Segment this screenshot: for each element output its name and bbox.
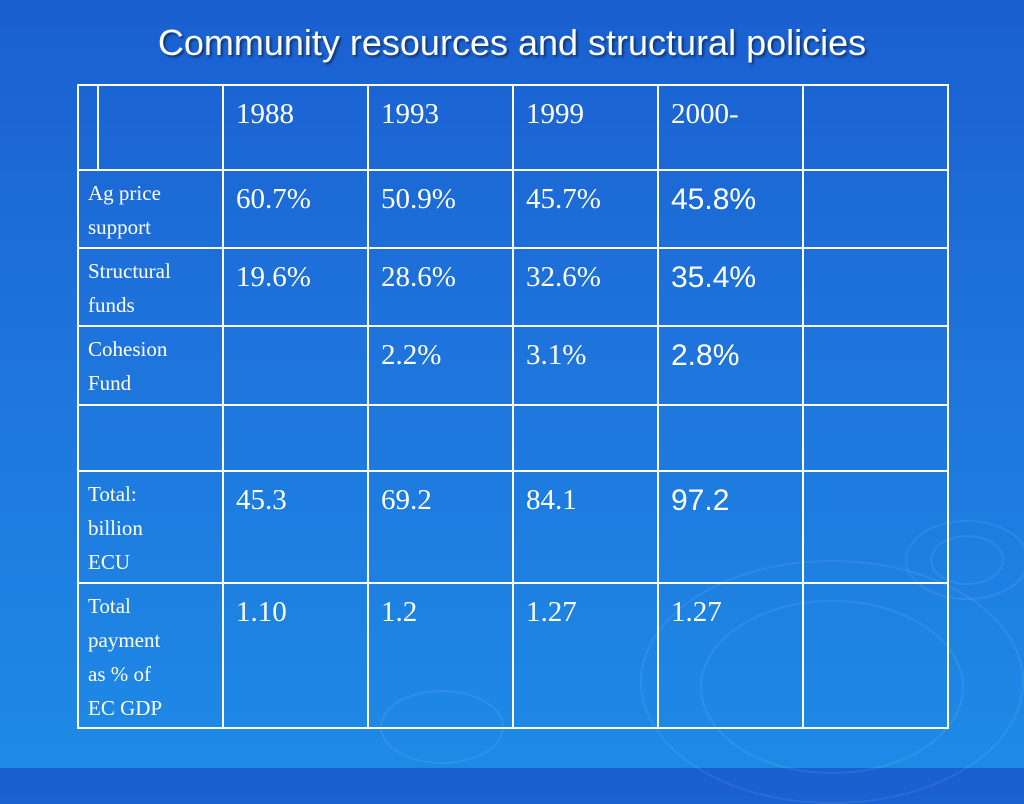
row-label-line: funds (88, 293, 135, 317)
table-cell: 1.10 (222, 582, 369, 729)
year-header: 1993 (367, 84, 514, 171)
row-label-line: Cohesion (88, 337, 168, 361)
year-header: 2000- (657, 84, 804, 171)
row-label-line: payment (88, 628, 161, 652)
row-label: Total: billion ECU (77, 470, 224, 584)
row-label-line: support (88, 215, 151, 239)
table-cell: 35.4% (657, 247, 804, 327)
table-cell (802, 325, 949, 406)
table-cell: 28.6% (367, 247, 514, 327)
year-header: 1999 (512, 84, 659, 171)
table-cell: 45.8% (657, 169, 804, 249)
row-label-line: Structural (88, 259, 171, 283)
row-label-line: ECU (88, 550, 130, 574)
row-label-line: Total (88, 594, 131, 618)
row-label-line: EC GDP (88, 696, 163, 720)
table-cell (802, 169, 949, 249)
table-cell: 32.6% (512, 247, 659, 327)
row-label (77, 404, 224, 472)
table-row-empty (77, 404, 949, 472)
table-cell: 69.2 (367, 470, 514, 584)
row-label: Ag price support (77, 169, 224, 249)
table-cell (802, 404, 949, 472)
table-cell: 97.2 (657, 470, 804, 584)
table-cell: 1.2 (367, 582, 514, 729)
data-table: 1988 1993 1999 2000- Ag price support 60… (77, 84, 949, 729)
table-cell: 1.27 (512, 582, 659, 729)
table-row-total-billion-ecu: Total: billion ECU 45.3 69.2 84.1 97.2 (77, 470, 949, 584)
row-label-line: Fund (88, 371, 132, 395)
table-cell: 2.8% (657, 325, 804, 406)
table-cell: 45.7% (512, 169, 659, 249)
corner-divider (97, 86, 99, 169)
table-cell: 1.27 (657, 582, 804, 729)
table-row-ag-price-support: Ag price support 60.7% 50.9% 45.7% 45.8% (77, 169, 949, 249)
table-row-cohesion-fund: Cohesion Fund 2.2% 3.1% 2.8% (77, 325, 949, 406)
year-header: 1988 (222, 84, 369, 171)
table-cell: 45.3 (222, 470, 369, 584)
table-cell (222, 404, 369, 472)
slide-title: Community resources and structural polic… (157, 22, 867, 63)
table-cell: 50.9% (367, 169, 514, 249)
row-label: Structural funds (77, 247, 224, 327)
table-cell: 2.2% (367, 325, 514, 406)
table-cell (512, 404, 659, 472)
table-cell: 19.6% (222, 247, 369, 327)
table-cell: 3.1% (512, 325, 659, 406)
row-label: Cohesion Fund (77, 325, 224, 406)
empty-header (802, 84, 949, 171)
row-label-line: Ag price (88, 181, 161, 205)
header-row: 1988 1993 1999 2000- (77, 84, 949, 171)
table-cell: 60.7% (222, 169, 369, 249)
row-label-line: billion (88, 516, 143, 540)
table-cell: 84.1 (512, 470, 659, 584)
table-row-structural-funds: Structural funds 19.6% 28.6% 32.6% 35.4% (77, 247, 949, 327)
table-row-total-payment-gdp: Total payment as % of EC GDP 1.10 1.2 1.… (77, 582, 949, 729)
corner-cell (77, 84, 224, 171)
table-cell (657, 404, 804, 472)
table-cell (222, 325, 369, 406)
table-cell (802, 582, 949, 729)
table-cell (802, 470, 949, 584)
row-label-line: Total: (88, 482, 137, 506)
row-label: Total payment as % of EC GDP (77, 582, 224, 729)
table-cell (367, 404, 514, 472)
table-cell (802, 247, 949, 327)
row-label-line: as % of (88, 662, 151, 686)
